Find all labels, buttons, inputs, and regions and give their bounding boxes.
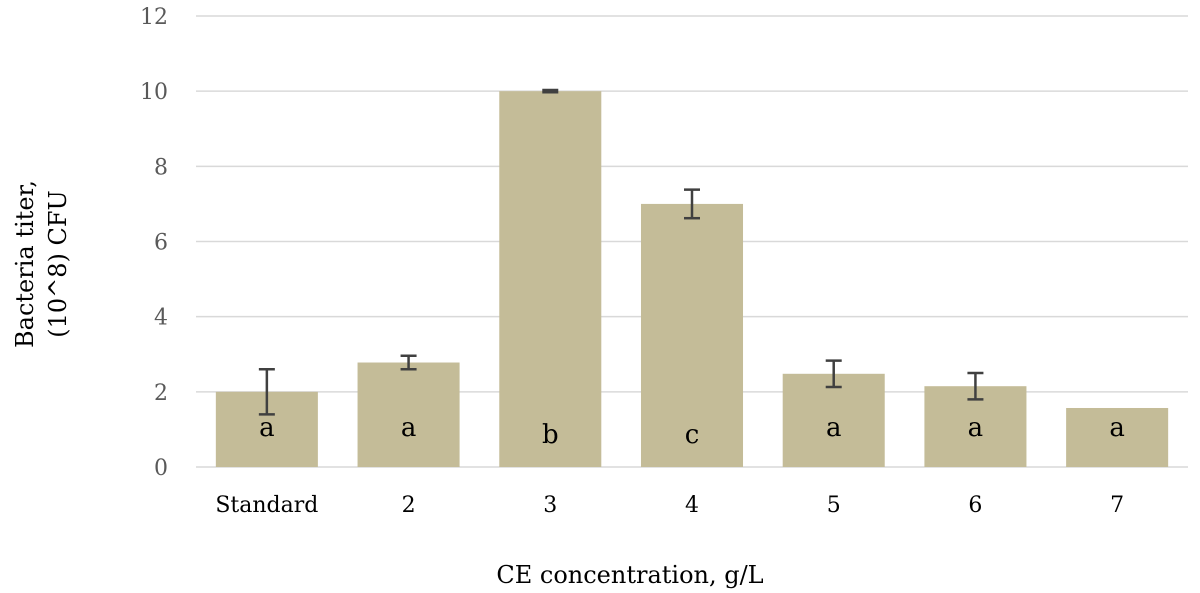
bar-significance-letter: a bbox=[401, 413, 417, 443]
error-bar bbox=[542, 88, 559, 94]
bar bbox=[1066, 407, 1169, 467]
bar bbox=[499, 91, 602, 468]
x-category-label: 3 bbox=[543, 493, 557, 518]
y-tick-label: 12 bbox=[140, 5, 168, 30]
error-bar bbox=[400, 354, 417, 371]
bar-significance-letter: a bbox=[259, 413, 275, 443]
y-axis-title-line-1: Bacteria titer, bbox=[11, 180, 39, 348]
x-category-label: 5 bbox=[827, 493, 841, 518]
bar-significance-letter: b bbox=[542, 420, 559, 450]
bar-significance-letter: a bbox=[1109, 413, 1125, 443]
error-bars bbox=[258, 88, 984, 416]
x-category-label: 6 bbox=[968, 493, 982, 518]
y-axis-title-line-2: (10^8) CFU bbox=[44, 190, 72, 338]
y-tick-label: 8 bbox=[154, 155, 168, 180]
x-axis-categories: Standard 2 3 4 5 6 7 bbox=[215, 493, 1124, 518]
error-bar bbox=[825, 359, 842, 389]
y-tick-label: 2 bbox=[154, 381, 168, 406]
error-bar bbox=[684, 188, 700, 220]
y-tick-label: 4 bbox=[154, 306, 168, 331]
error-bar bbox=[258, 368, 275, 416]
bars bbox=[215, 91, 1169, 468]
y-tick-label: 6 bbox=[154, 231, 168, 256]
y-tick-label: 10 bbox=[140, 80, 168, 105]
x-category-label: 7 bbox=[1110, 493, 1124, 518]
x-category-label: 4 bbox=[685, 493, 699, 518]
bar-significance-letter: a bbox=[826, 413, 842, 443]
bar-significance-letter: c bbox=[685, 420, 700, 450]
bar bbox=[640, 203, 744, 467]
bar bbox=[357, 362, 460, 467]
y-axis-ticks: 0 2 4 6 8 10 12 bbox=[140, 5, 168, 481]
x-axis-title: CE concentration, g/L bbox=[496, 561, 763, 589]
y-tick-label: 0 bbox=[154, 456, 168, 481]
x-category-label: 2 bbox=[402, 493, 416, 518]
bar-significance-letter: a bbox=[968, 413, 984, 443]
error-bar bbox=[967, 371, 984, 401]
x-category-label: Standard bbox=[215, 493, 318, 518]
y-axis-title: Bacteria titer, (10^8) CFU bbox=[11, 180, 72, 348]
bar bbox=[782, 373, 885, 467]
